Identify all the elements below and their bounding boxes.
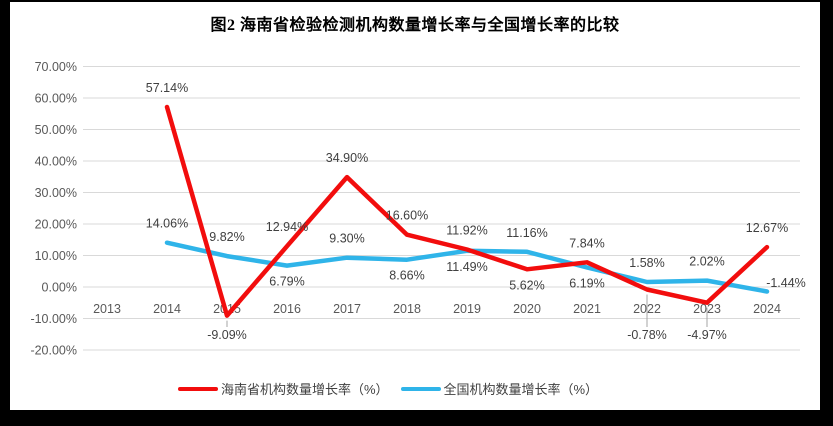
y-tick-label: 20.00%	[35, 218, 77, 232]
data-label-hainan: -0.78%	[627, 328, 667, 342]
data-label-hainan: 5.62%	[509, 278, 544, 292]
data-label-hainan: 34.90%	[326, 151, 368, 165]
legend: 海南省机构数量增长率（%） 全国机构数量增长率（%）	[0, 379, 793, 398]
legend-item-hainan: 海南省机构数量增长率（%）	[177, 379, 389, 398]
data-label-national: 6.79%	[269, 275, 304, 289]
data-label-national: 11.49%	[446, 260, 487, 274]
x-tick-label: 2021	[573, 302, 601, 316]
data-label-national: -1.44%	[766, 276, 806, 290]
legend-swatch-hainan-line	[177, 386, 218, 391]
data-label-hainan: -9.09%	[207, 328, 247, 342]
chart-title: 图2 海南省检验检测机构数量增长率与全国增长率的比较	[210, 17, 620, 34]
y-tick-label: -10.00%	[30, 312, 77, 326]
data-label-national: 8.66%	[389, 269, 424, 283]
x-tick-label: 2024	[753, 302, 781, 316]
x-tick-label: 2016	[273, 302, 301, 316]
y-tick-label: 30.00%	[35, 186, 77, 200]
data-label-national: 11.16%	[506, 226, 547, 240]
legend-label-national: 全国机构数量增长率（%）	[443, 382, 599, 397]
y-tick-label: 0.00%	[42, 281, 77, 295]
legend-label-hainan: 海南省机构数量增长率（%）	[220, 382, 389, 397]
x-tick-label: 2013	[93, 302, 121, 316]
y-tick-label: -20.00%	[30, 344, 77, 358]
data-label-hainan: 11.92%	[446, 223, 487, 237]
y-tick-label: 50.00%	[35, 123, 77, 137]
legend-item-national: 全国机构数量增长率（%）	[400, 379, 599, 398]
x-tick-label: 2017	[333, 302, 361, 316]
plot-area: 70.00% 60.00% 50.00% 40.00% 30.00% 20.00% 10.0…	[30, 60, 806, 358]
y-tick-label: 40.00%	[35, 155, 77, 169]
data-label-hainan: 12.94%	[266, 220, 308, 234]
legend-swatch-national-line	[400, 386, 441, 391]
data-label-hainan: 57.14%	[146, 81, 188, 95]
chart-surface: 图2 海南省检验检测机构数量增长率与全国增长率的比较 70.00% 60.00% 5…	[10, 2, 820, 410]
data-label-national: 1.58%	[629, 256, 664, 270]
x-tick-label: 2019	[453, 302, 481, 316]
data-label-national: 9.82%	[209, 230, 244, 244]
data-label-hainan: -4.97%	[687, 328, 727, 342]
data-label-hainan: 7.84%	[569, 236, 604, 250]
x-tick-label: 2018	[393, 302, 421, 316]
y-tick-label: 10.00%	[35, 249, 77, 263]
data-label-national: 2.02%	[689, 255, 724, 269]
data-label-national: 9.30%	[329, 232, 364, 246]
data-label-national: 14.06%	[146, 217, 188, 231]
y-tick-label: 70.00%	[35, 60, 77, 74]
x-tick-label: 2014	[153, 302, 181, 316]
data-label-hainan: 12.67%	[746, 221, 788, 235]
x-tick-label: 2020	[513, 302, 541, 316]
y-tick-label: 60.00%	[35, 92, 77, 106]
data-label-hainan: 16.60%	[386, 209, 428, 223]
series-line-hainan	[164, 104, 770, 318]
data-label-national: 6.19%	[569, 277, 604, 291]
